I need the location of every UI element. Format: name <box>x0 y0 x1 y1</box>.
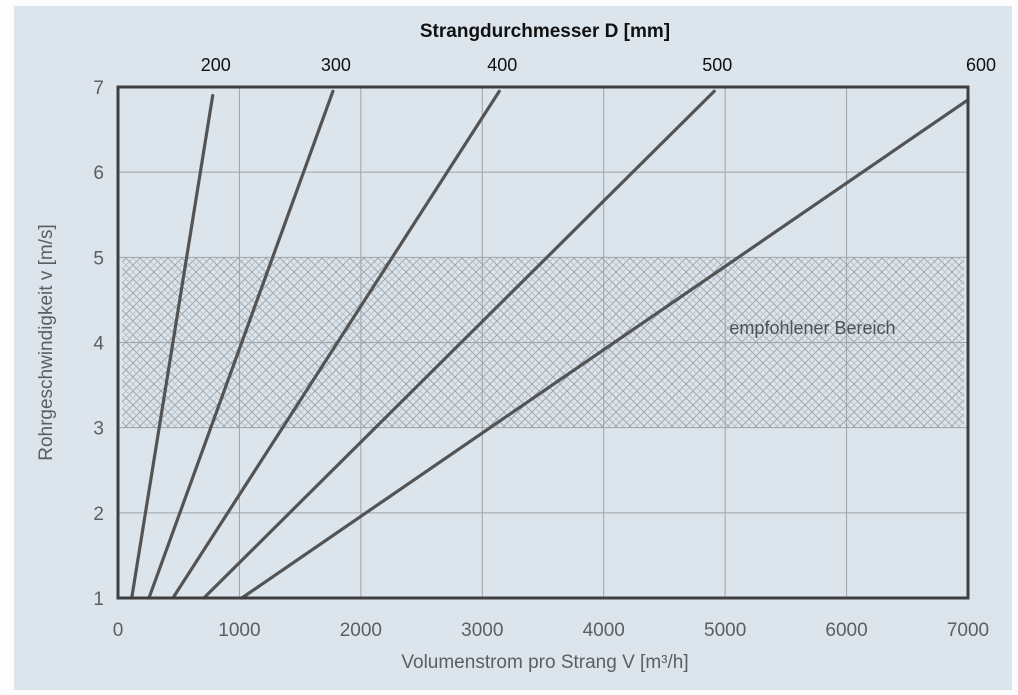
chart-svg: 0 1000 2000 3000 4000 5000 6000 7000 1 2 3 4 5 6 7 20… <box>36 21 996 673</box>
top-axis-title: Strangdurchmesser D [mm] <box>420 21 670 42</box>
grid <box>117 86 969 599</box>
x-tick-label: 2000 <box>340 620 382 641</box>
x-tick-label: 0 <box>113 620 124 641</box>
series-line-500 <box>202 89 716 600</box>
y-tick-label: 7 <box>93 78 104 99</box>
y-axis-title: Rohrgeschwindigkeit v [m/s] <box>36 224 57 461</box>
series-line-400 <box>171 89 501 600</box>
x-tick-label: 4000 <box>583 620 625 641</box>
top-label-400: 400 <box>487 55 517 75</box>
top-diameter-labels: 200 300 400 500 600 <box>201 55 996 75</box>
series-line-600 <box>240 98 970 600</box>
x-tick-label: 6000 <box>825 620 867 641</box>
chart: 0 1000 2000 3000 4000 5000 6000 7000 1 2 3 4 5 6 7 20… <box>14 6 1012 690</box>
x-tick-label: 5000 <box>704 620 746 641</box>
y-tick-label: 2 <box>93 504 104 525</box>
top-label-600: 600 <box>966 55 996 75</box>
y-tick-labels: 1 2 3 4 5 6 7 <box>93 78 104 610</box>
y-tick-label: 1 <box>93 589 104 610</box>
recommended-range-label: empfohlener Bereich <box>729 318 895 338</box>
x-tick-label: 3000 <box>461 620 503 641</box>
series-line-300 <box>147 89 335 600</box>
y-tick-label: 6 <box>93 163 104 184</box>
x-tick-label: 7000 <box>947 620 989 641</box>
x-tick-label: 1000 <box>218 620 260 641</box>
plot-frame <box>116 85 970 600</box>
top-label-300: 300 <box>321 55 351 75</box>
y-tick-label: 4 <box>93 334 104 355</box>
y-tick-label: 3 <box>93 419 104 440</box>
top-label-500: 500 <box>702 55 732 75</box>
series-line-200 <box>130 93 215 600</box>
y-tick-label: 5 <box>93 248 104 269</box>
top-label-200: 200 <box>201 55 231 75</box>
series-layer <box>130 89 970 600</box>
x-tick-labels: 0 1000 2000 3000 4000 5000 6000 7000 <box>113 620 989 641</box>
x-axis-title: Volumenstrom pro Strang V [m³/h] <box>401 652 688 673</box>
